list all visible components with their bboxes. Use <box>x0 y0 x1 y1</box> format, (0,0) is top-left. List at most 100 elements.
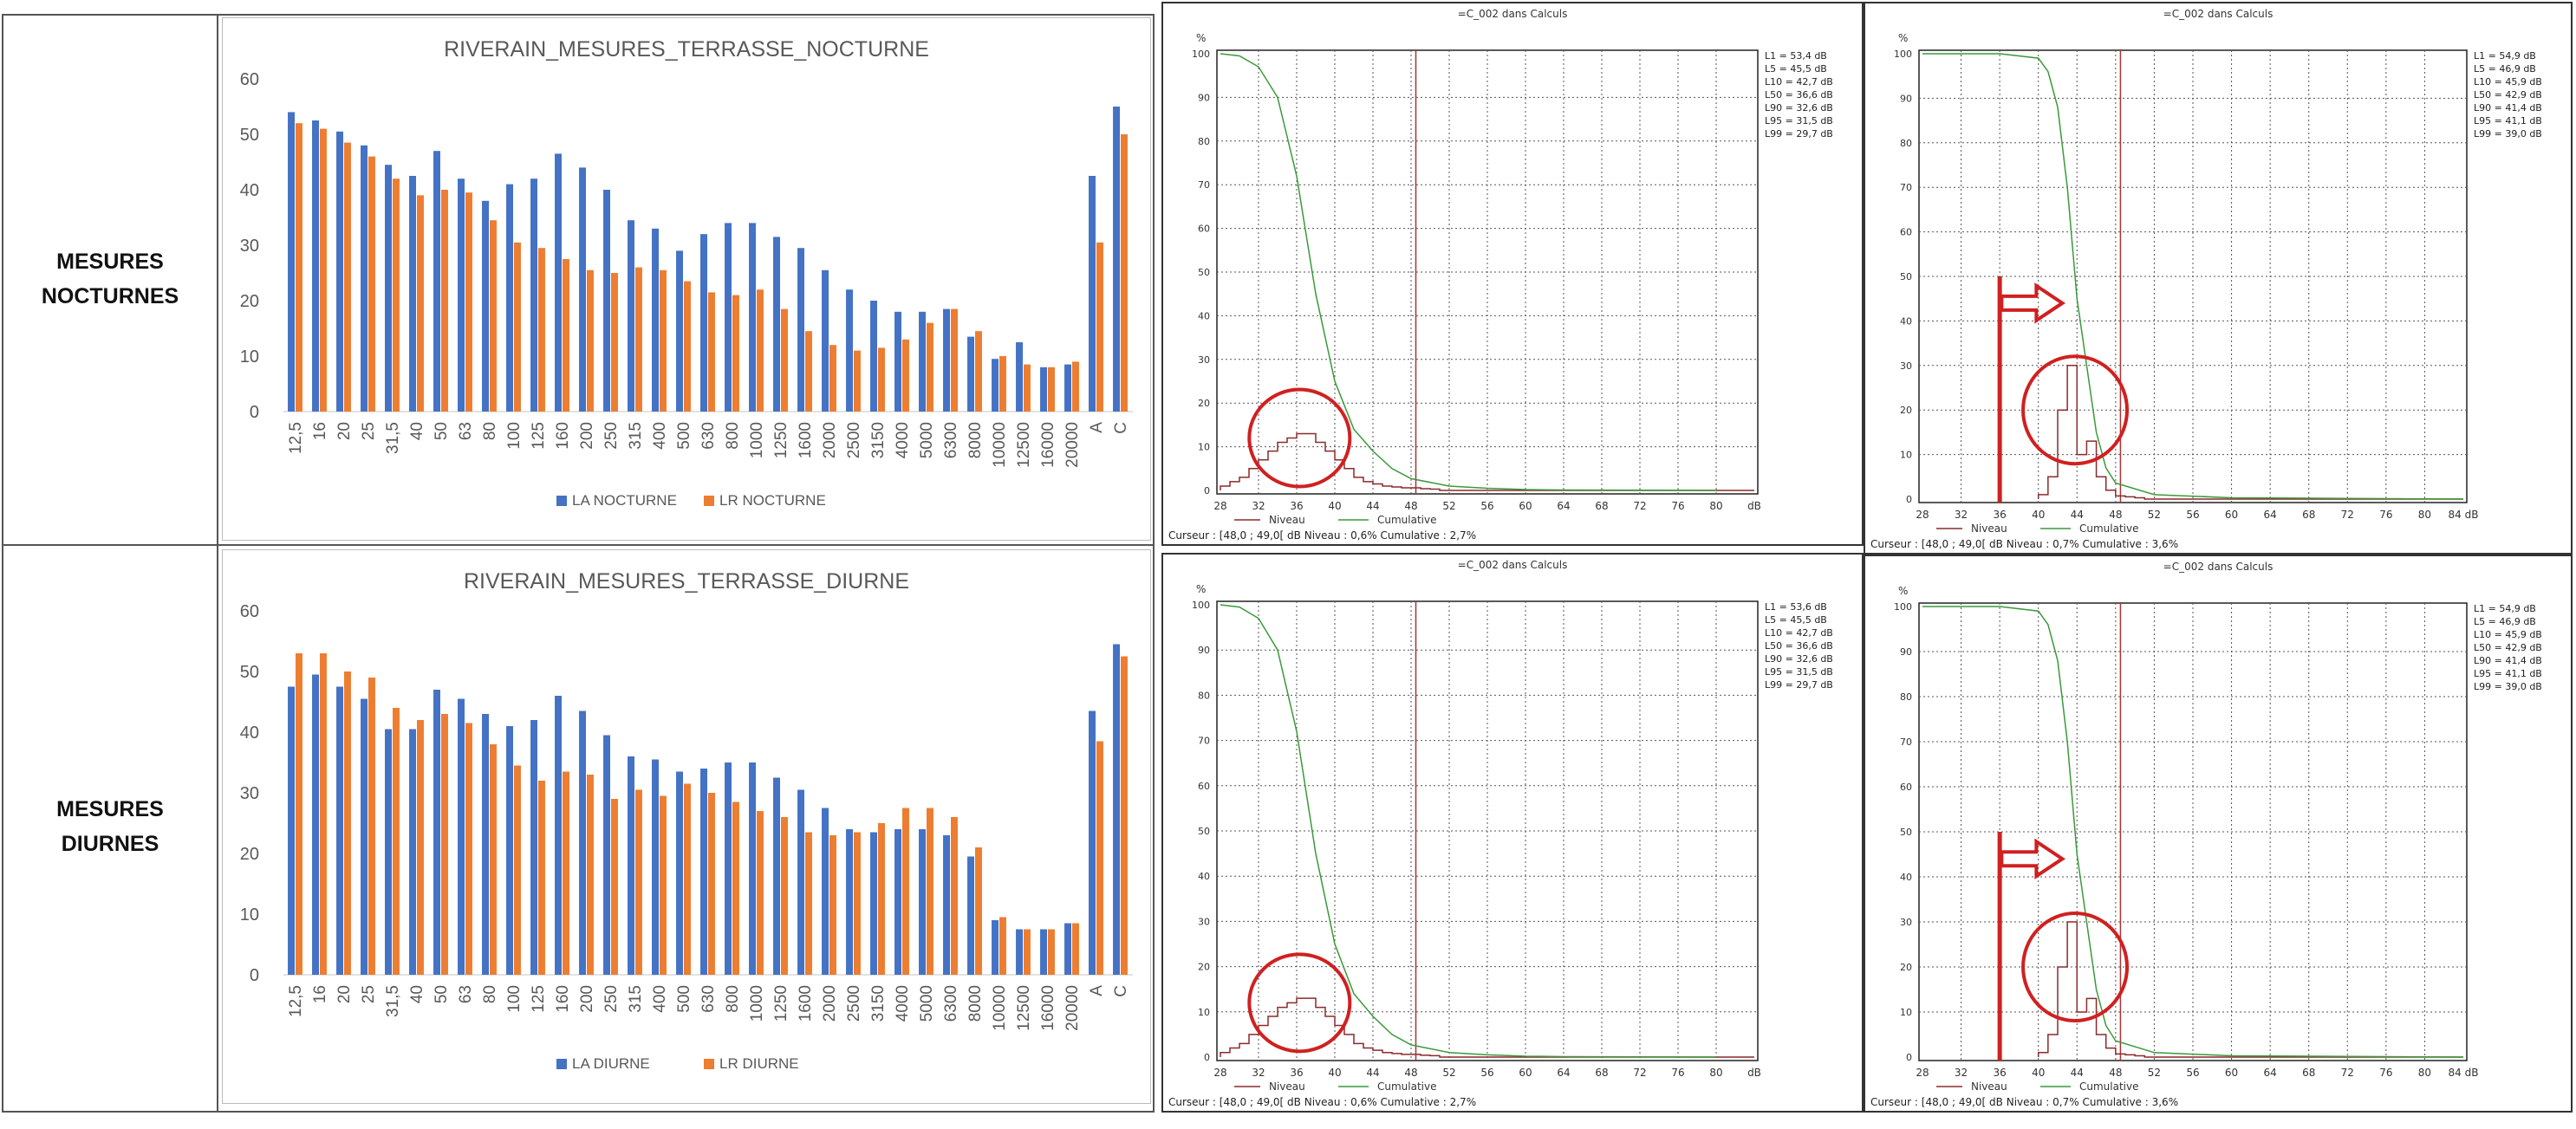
y-tick-label: 80 <box>1900 691 1912 703</box>
x-tick-label: 40 <box>1328 500 1341 512</box>
bar-la-12 <box>579 167 586 412</box>
x-tick-label: 56 <box>2186 1067 2199 1079</box>
x-tick-label: 250 <box>602 422 621 450</box>
bar-lr-31 <box>1048 367 1055 412</box>
stat-line: L50 = 42,9 dB <box>2474 642 2542 653</box>
legend-cumulative-label: Cumulative <box>1377 514 1437 526</box>
x-tick-label: 2500 <box>845 985 863 1022</box>
bar-la-7 <box>458 178 465 412</box>
bar-la-23 <box>846 289 853 412</box>
y-tick-label: 30 <box>1198 916 1210 927</box>
x-tick-label: 20 <box>335 985 354 1003</box>
x-tick-label: 630 <box>699 422 718 450</box>
bar-lr-10 <box>538 781 545 975</box>
x-tick-label: 50 <box>433 985 451 1003</box>
cumulative-curve <box>1220 53 1717 491</box>
y-tick-label: 100 <box>1894 49 1912 60</box>
x-tick-label: 200 <box>578 985 596 1013</box>
y-tick-label: 30 <box>1198 354 1210 366</box>
y-tick-label: 70 <box>1900 736 1912 748</box>
legend-swatch-1 <box>704 1059 714 1069</box>
bar-la-9 <box>506 726 513 975</box>
bar-la-3 <box>361 145 368 412</box>
y-tick-label: 0 <box>250 403 259 422</box>
bar-lr-29 <box>999 917 1006 975</box>
x-tick-label: 84 dB <box>2449 1067 2479 1079</box>
distribution-panel-2-svg: =C_002 dans Calculs% 28 32 36 40 44 48 52 56 60 64… <box>1870 8 2542 550</box>
bar-la-24 <box>870 832 877 975</box>
x-tick-label: 25 <box>360 985 378 1003</box>
bar-la-29 <box>992 359 999 412</box>
x-tick-label: 56 <box>2186 509 2199 521</box>
x-tick-label: 44 <box>1366 1067 1379 1079</box>
stat-line: L99 = 29,7 dB <box>1765 128 1833 140</box>
y-tick-label: 80 <box>1900 138 1912 149</box>
legend-cumulative-label: Cumulative <box>1377 1080 1437 1093</box>
y-tick-label: 70 <box>1900 182 1912 193</box>
stat-line: L1 = 53,4 dB <box>1765 50 1827 62</box>
y-tick-label: 20 <box>240 292 259 311</box>
annotation-circle <box>2021 354 2130 466</box>
bar-la-6 <box>433 151 440 412</box>
panel-footer: Curseur : [48,0 ; 49,0[ dB Niveau : 0,6%… <box>1168 529 1476 542</box>
histogram-niveau <box>1220 997 1754 1058</box>
bar-la-9 <box>506 184 513 412</box>
bar-lr-19 <box>757 811 764 975</box>
bar-la-1 <box>312 674 319 975</box>
stat-line: L10 = 45,9 dB <box>2474 76 2542 88</box>
bar-lr-5 <box>417 195 424 412</box>
stat-line: L99 = 39,0 dB <box>2474 681 2542 692</box>
stat-line: L90 = 32,6 dB <box>1765 102 1833 114</box>
x-tick-label: 76 <box>2379 509 2392 521</box>
bar-lr-27 <box>951 817 958 975</box>
legend-label-0: LA DIURNE <box>572 1055 650 1072</box>
bar-la-4 <box>385 729 392 975</box>
annotation-circle <box>2021 912 2130 1022</box>
y-tick-label: 30 <box>1900 917 1912 928</box>
x-tick-label: 52 <box>1442 1067 1455 1079</box>
stat-line: L95 = 41,1 dB <box>2474 115 2542 127</box>
x-tick-label: 25 <box>360 422 378 440</box>
x-tick-label: 16000 <box>1039 422 1057 468</box>
bar-lr-5 <box>417 720 424 975</box>
bar-la-5 <box>409 729 416 975</box>
y-tick-label: 60 <box>1900 227 1912 238</box>
y-tick-label: 20 <box>1198 962 1210 973</box>
bar-la-21 <box>797 789 804 975</box>
y-unit-label: % <box>1898 585 1908 597</box>
legend-label-1: LR NOCTURNE <box>719 492 826 509</box>
bar-la-33 <box>1089 176 1096 412</box>
stat-line: L99 = 29,7 dB <box>1765 679 1833 691</box>
x-tick-label: 28 <box>1213 500 1226 512</box>
x-tick-label: 3150 <box>869 422 888 458</box>
histogram-niveau <box>1220 432 1754 491</box>
histogram-niveau <box>2037 921 2463 1058</box>
bar-lr-22 <box>829 835 836 975</box>
y-unit-label: % <box>1196 32 1206 44</box>
y-tick-label: 100 <box>1192 600 1210 611</box>
y-tick-label: 50 <box>1900 827 1912 838</box>
bar-la-18 <box>725 223 732 412</box>
y-tick-label: 100 <box>1894 601 1912 613</box>
x-tick-label: 100 <box>505 985 524 1013</box>
legend-label-1: LR DIURNE <box>719 1055 799 1072</box>
x-tick-label: 72 <box>2341 1067 2354 1079</box>
y-tick-label: 70 <box>1198 179 1210 191</box>
bar-lr-14 <box>635 267 642 412</box>
legend-label-0: LA NOCTURNE <box>572 492 677 509</box>
bar-la-22 <box>822 269 829 412</box>
x-tick-label: 50 <box>433 422 451 440</box>
row-label-nocturne-line1: MESURES <box>56 250 164 274</box>
bar-lr-11 <box>563 771 569 975</box>
chart-title: RIVERAIN_MESURES_TERRASSE_DIURNE <box>464 569 909 594</box>
y-tick-label: 10 <box>1198 442 1210 453</box>
panel-title: =C_002 dans Calculs <box>1458 559 1568 571</box>
annotation-arrow <box>2000 282 2065 324</box>
bar-lr-28 <box>975 331 982 412</box>
x-tick-label: 64 <box>2264 1067 2277 1079</box>
x-tick-label: 52 <box>2148 1067 2161 1079</box>
y-tick-label: 20 <box>1198 398 1210 409</box>
x-tick-label: 28 <box>1916 509 1929 521</box>
x-tick-label: 32 <box>1955 509 1968 521</box>
bar-lr-31 <box>1048 929 1055 975</box>
